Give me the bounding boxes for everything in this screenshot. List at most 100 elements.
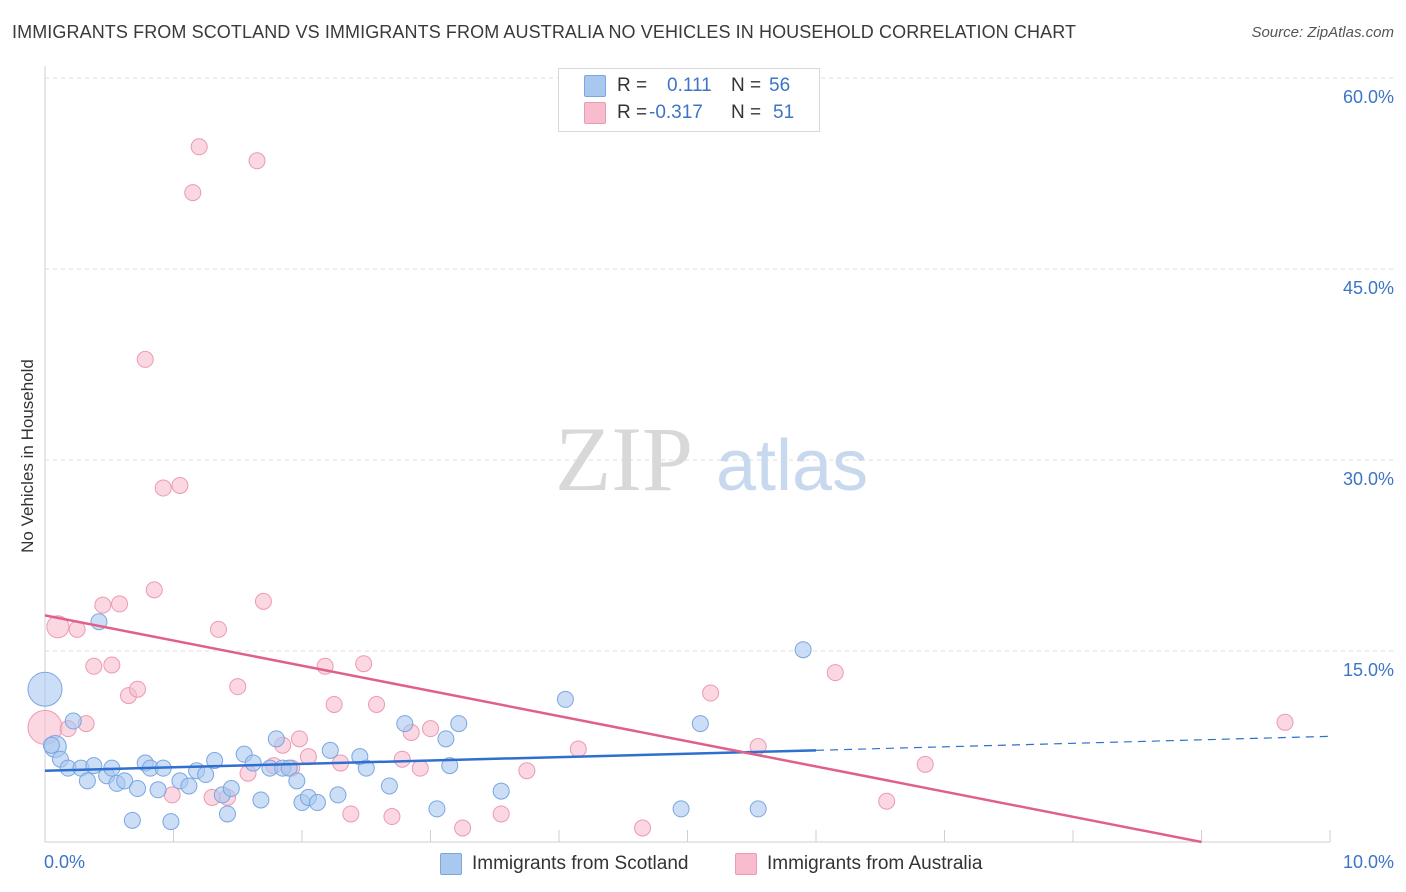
correlation-legend: R = 0.111 N = 56 R = -0.317 N = 51 [558, 68, 820, 132]
n-value: 51 [773, 102, 795, 123]
scotland-point [357, 759, 375, 777]
australia-point [209, 620, 227, 638]
scotland-point [672, 800, 690, 818]
scotland-point [691, 715, 709, 733]
australia-point [368, 695, 386, 713]
series-legend: Immigrants from Scotland Immigrants from… [0, 850, 1406, 880]
australia-point [569, 740, 587, 758]
y-tick-label: 45.0% [1342, 278, 1394, 298]
scotland-point [396, 715, 414, 733]
australia-point [826, 664, 844, 682]
scotland-point [308, 794, 326, 812]
australia-point [248, 152, 266, 170]
legend-label-australia: Immigrants from Australia [767, 853, 983, 874]
y-tick-label: 60.0% [1342, 87, 1394, 107]
australia-point [163, 786, 181, 804]
australia-point [111, 595, 129, 613]
scotland-trend-extension [815, 735, 1331, 751]
australia-point [1276, 713, 1294, 731]
watermark-atlas: atlas [716, 426, 868, 506]
n-value: 56 [769, 75, 791, 96]
australia-point [46, 615, 70, 639]
australia-point [85, 657, 103, 675]
scotland-points [27, 613, 812, 831]
scotland-point [64, 712, 82, 730]
australia-point [290, 730, 308, 748]
scotland-point [437, 730, 455, 748]
scotland-point [149, 781, 167, 799]
australia-point [129, 680, 147, 698]
australia-point [702, 684, 720, 702]
australia-point [325, 695, 343, 713]
australia-points [27, 138, 1294, 837]
scotland-point [380, 777, 398, 795]
australia-point [355, 655, 373, 673]
australia-point [916, 755, 934, 773]
australia-point [342, 805, 360, 823]
australia-swatch [584, 102, 606, 124]
scotland-trend-line [44, 749, 817, 772]
australia-point [184, 184, 202, 202]
scotland-point [450, 715, 468, 733]
australia-point [94, 596, 112, 614]
scotland-point [492, 782, 510, 800]
scotland-point [129, 780, 147, 798]
watermark: ZIP atlas [555, 408, 868, 510]
australia-point [190, 138, 208, 156]
y-tick-label: 15.0% [1342, 660, 1394, 680]
australia-point [454, 819, 472, 837]
watermark-zip: ZIP [555, 408, 693, 510]
scotland-point [441, 757, 459, 775]
trend-lines [44, 614, 1331, 844]
scotland-point [244, 754, 262, 772]
x-tick-label-max: 10.0% [1342, 852, 1394, 872]
australia-point [103, 656, 121, 674]
scotland-point [206, 752, 224, 770]
australia-point [136, 350, 154, 368]
scotland-point [162, 813, 180, 831]
scotland-point [123, 811, 141, 829]
australia-point [299, 748, 317, 766]
australia-point [393, 750, 411, 768]
australia-point [383, 808, 401, 826]
n-label: N = [731, 102, 762, 123]
australia-point [518, 762, 536, 780]
scotland-swatch [584, 75, 606, 97]
legend-label-scotland: Immigrants from Scotland [472, 853, 689, 874]
australia-point [171, 476, 189, 494]
scotland-point [267, 730, 285, 748]
scotland-point [749, 800, 767, 818]
australia-point [422, 720, 439, 738]
australia-point [229, 678, 247, 696]
chart-title: IMMIGRANTS FROM SCOTLAND VS IMMIGRANTS F… [12, 22, 1077, 42]
australia-point [411, 759, 429, 777]
scotland-point [218, 805, 236, 823]
scotland-swatch [440, 853, 462, 875]
australia-point [878, 792, 896, 810]
australia-point [145, 581, 163, 599]
scotland-point [252, 791, 270, 809]
australia-point [154, 479, 172, 497]
australia-point [254, 592, 272, 610]
scotland-point [556, 690, 574, 708]
r-value: 0.111 [667, 75, 712, 96]
source-credit: Source: ZipAtlas.com [1251, 24, 1394, 41]
scotland-point [180, 777, 198, 795]
scotland-point [321, 741, 339, 759]
n-label: N = [731, 75, 762, 96]
australia-point [492, 805, 510, 823]
australia-trend-line [44, 614, 1202, 844]
scotland-point [197, 766, 215, 784]
x-tick-label-min: 0.0% [44, 852, 86, 872]
r-value: -0.317 [649, 102, 703, 123]
scotland-point [329, 786, 347, 804]
scotland-point [428, 800, 446, 818]
scotland-point [794, 641, 812, 659]
scotland-point [85, 757, 103, 775]
scotland-point [27, 671, 63, 707]
scotland-point [116, 772, 134, 790]
scotland-point [78, 772, 96, 790]
r-label: R = [617, 102, 648, 123]
australia-point [634, 819, 652, 837]
australia-swatch [735, 853, 757, 875]
